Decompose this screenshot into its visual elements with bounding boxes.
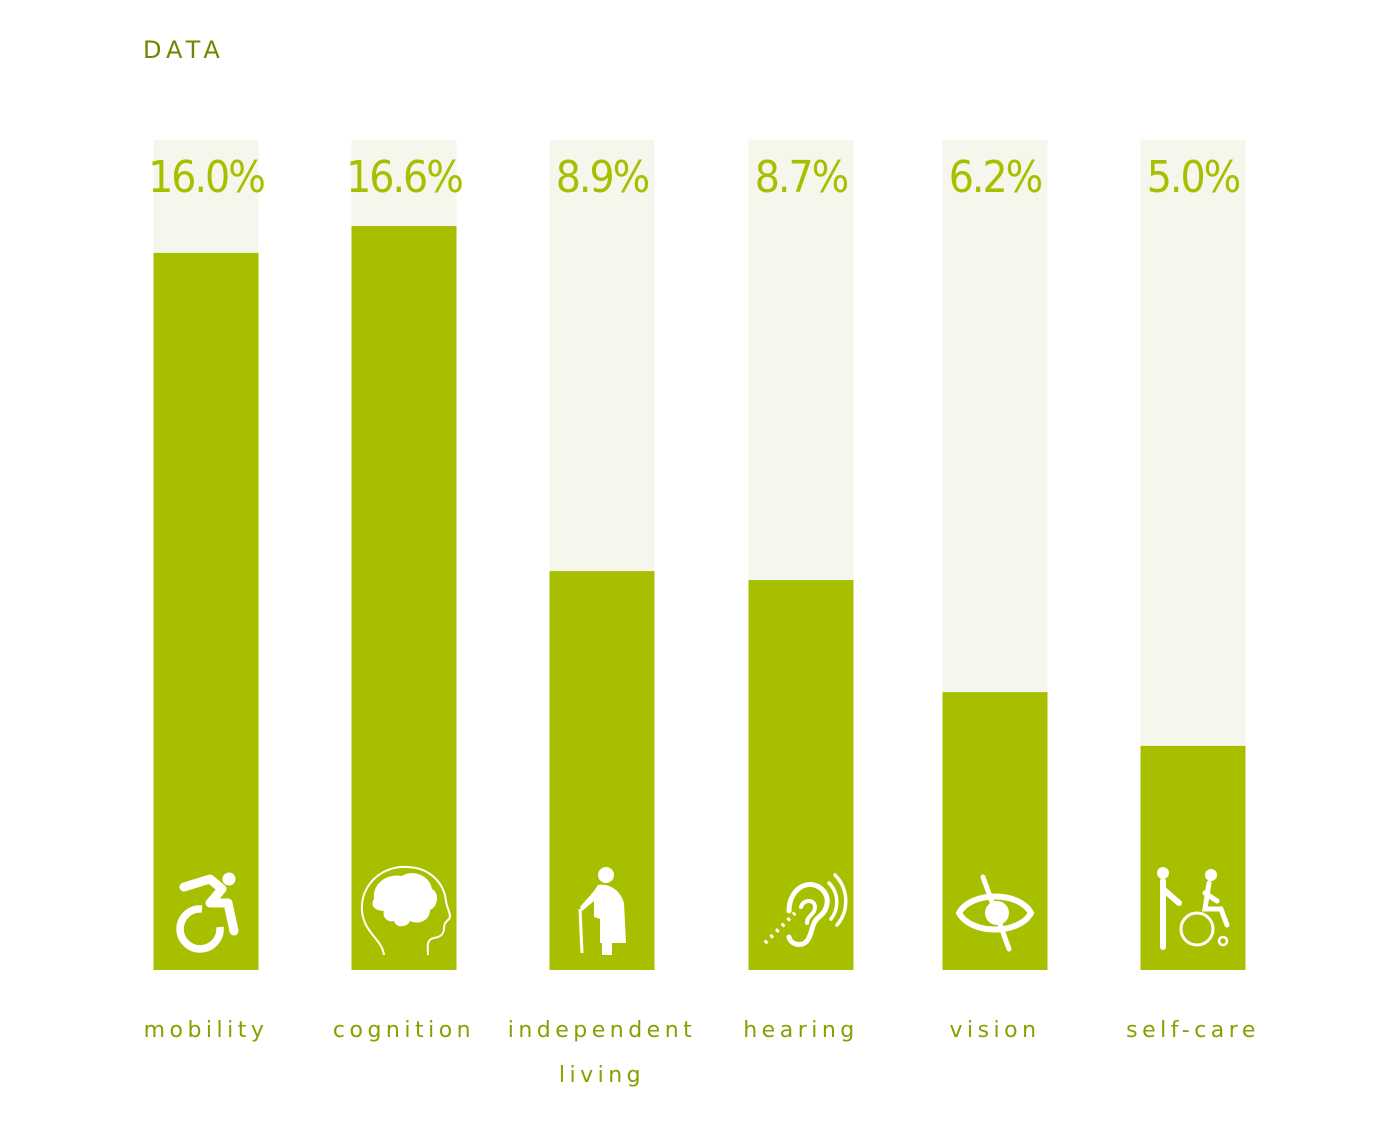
bar [351, 226, 457, 970]
category-label: cognition [284, 1008, 524, 1053]
icon-chair-wheel [1179, 911, 1215, 947]
category-label-line: cognition [332, 1018, 476, 1043]
data-label: 8.9% [556, 152, 649, 203]
icon-strike [980, 874, 1012, 952]
icon-head-outline [360, 865, 451, 956]
category-label: mobility [86, 1008, 326, 1053]
category-label-line: mobility [143, 1018, 269, 1043]
wheelchair-icon [176, 872, 239, 953]
hearing-icon [763, 873, 848, 947]
data-label: 6.2% [949, 152, 1042, 203]
category-label-line: living [558, 1063, 646, 1088]
icon-sound-waves [827, 873, 848, 927]
icon-ear [786, 882, 830, 947]
icon-chair-caster [1217, 935, 1229, 947]
icon-helper-head [1157, 867, 1169, 879]
category-label-line: independent [507, 1018, 697, 1043]
data-label: 5.0% [1147, 152, 1240, 203]
category-label-line: hearing [743, 1018, 859, 1043]
caregiver-wheelchair-icon [1157, 867, 1230, 950]
data-label: 16.0% [148, 152, 264, 203]
icon-brain [372, 873, 438, 927]
icon-cane [578, 908, 584, 954]
chart-title: DATA [143, 36, 225, 64]
category-label: independent living [482, 1008, 722, 1098]
category-label: hearing [681, 1008, 921, 1053]
brain-icon [360, 865, 451, 956]
category-label: vision [875, 1008, 1115, 1053]
icon-body [580, 884, 626, 955]
vision-impaired-icon [955, 874, 1035, 952]
icon-wheel [176, 905, 224, 953]
category-label-line: self-care [1126, 1018, 1260, 1043]
category-label: self-care [1073, 1008, 1313, 1053]
icon-eye [955, 893, 1035, 933]
icon-ear-inner [799, 899, 818, 925]
bar [748, 580, 854, 970]
category-label-line: vision [949, 1018, 1041, 1043]
data-label: 16.6% [346, 152, 462, 203]
bar [1140, 745, 1246, 970]
icon-head [598, 867, 614, 883]
data-label: 8.7% [755, 152, 848, 203]
icon-helper-body [1160, 878, 1182, 950]
icon-rider-head [1205, 869, 1217, 881]
icon-rider-body [1202, 880, 1230, 928]
bar [153, 252, 259, 970]
icon-body [179, 874, 239, 936]
elderly-cane-icon [578, 867, 626, 955]
icon-head [222, 872, 236, 886]
